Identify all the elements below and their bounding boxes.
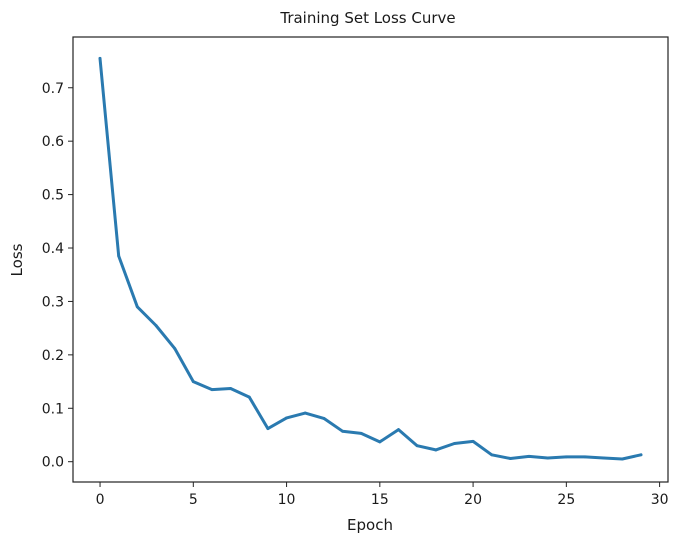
data-point <box>415 444 419 448</box>
data-point <box>546 456 550 460</box>
y-tick-label: 0.4 <box>42 241 64 257</box>
y-axis-label: Loss <box>8 243 26 276</box>
data-point <box>602 456 606 460</box>
data-point <box>583 455 587 459</box>
data-point <box>341 429 344 433</box>
data-point <box>303 411 307 415</box>
y-tick-label: 0.5 <box>42 188 64 204</box>
data-point <box>471 439 475 443</box>
y-tick-label: 0.2 <box>42 348 64 364</box>
data-point <box>247 395 251 399</box>
data-point <box>266 427 270 430</box>
x-tick-label: 30 <box>651 492 669 508</box>
y-tick-label: 0.6 <box>42 134 64 150</box>
data-point <box>508 457 512 460</box>
data-point <box>285 416 288 420</box>
data-point <box>359 431 363 435</box>
data-point <box>639 453 643 457</box>
data-point <box>527 454 531 458</box>
data-point <box>154 324 158 327</box>
data-point <box>490 453 494 457</box>
x-tick-label: 5 <box>189 492 198 508</box>
data-point <box>453 442 456 445</box>
x-tick-label: 0 <box>96 492 105 508</box>
x-tick-label: 20 <box>464 492 482 508</box>
y-tick-label: 0.7 <box>42 81 64 97</box>
data-point <box>191 380 195 383</box>
x-axis-label: Epoch <box>347 516 393 534</box>
x-tick-label: 15 <box>371 492 389 508</box>
data-point <box>98 56 102 60</box>
x-tick-label: 10 <box>278 492 296 508</box>
y-tick-label: 0.1 <box>42 401 64 417</box>
data-point <box>564 455 568 459</box>
data-point <box>434 448 438 452</box>
data-point <box>229 387 233 390</box>
data-point <box>322 417 326 420</box>
plot-frame <box>72 36 669 483</box>
data-point <box>378 440 382 444</box>
data-point <box>173 347 177 350</box>
x-tick-label: 25 <box>557 492 575 508</box>
y-tick-label: 0.3 <box>42 294 64 310</box>
chart-title: Training Set Loss Curve <box>279 9 455 27</box>
data-point <box>117 254 121 258</box>
data-point <box>210 388 214 391</box>
data-point <box>135 305 139 309</box>
ticks-layer: 0 5 10 15 20 25 30 0.0 0.1 0.2 0.3 0.4 0.5 0.6 0.7 <box>42 81 669 508</box>
plot-layer <box>98 56 643 461</box>
data-point <box>397 428 400 432</box>
loss-series-line <box>98 56 643 461</box>
data-point <box>620 457 624 461</box>
y-tick-label: 0.0 <box>42 455 64 471</box>
